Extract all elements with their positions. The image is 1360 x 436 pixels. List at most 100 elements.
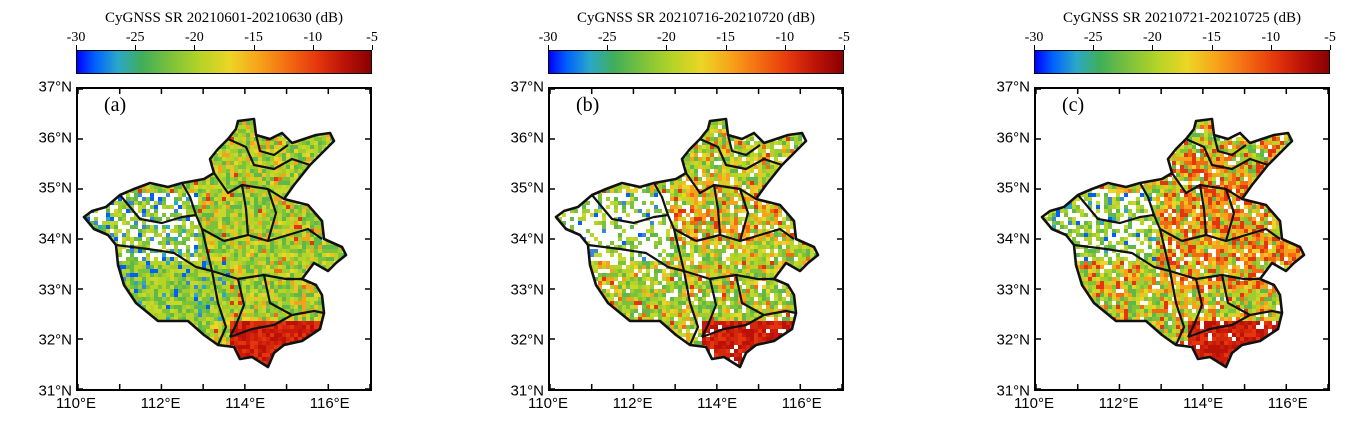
- panel-label: (c): [1062, 94, 1085, 116]
- frame-ticks: [78, 89, 370, 389]
- latitude-label: 33°N: [996, 281, 1030, 299]
- colorbar-tick-label: -10: [303, 30, 323, 45]
- prefecture-border: [262, 274, 293, 316]
- colorbar-tick-mark: [666, 45, 668, 50]
- prefecture-border: [1187, 278, 1204, 338]
- longitude-label: 112°E: [612, 395, 653, 412]
- map-panel-c: CyGNSS SR 20210721-20210725 (dB) (c) -30…: [958, 0, 1360, 436]
- prefecture-border: [1220, 274, 1251, 316]
- colorbar-tick-mark: [1093, 45, 1095, 50]
- prefecture-border: [1077, 194, 1155, 225]
- longitude-label: 112°E: [140, 395, 181, 412]
- longitude-label: 116°E: [781, 395, 822, 412]
- latitude-label: 37°N: [996, 78, 1030, 96]
- prefecture-border: [115, 243, 213, 273]
- map-frame: [1034, 87, 1330, 391]
- colorbar-tick-label: -15: [244, 30, 263, 45]
- longitude-label: 110°E: [56, 395, 96, 412]
- surface-reflectivity-raster: [86, 121, 346, 366]
- longitude-label: 114°E: [697, 395, 738, 412]
- prefecture-border: [726, 134, 761, 157]
- colorbar-tick-mark: [1330, 45, 1331, 50]
- longitude-label: 112°E: [1098, 395, 1139, 412]
- surface-reflectivity-raster: [558, 121, 818, 366]
- colorbar-tick-label: -30: [1024, 30, 1044, 45]
- province-outline: [82, 117, 348, 369]
- prefecture-border: [1185, 137, 1269, 171]
- colorbar-tick-label: -5: [1324, 30, 1336, 45]
- colorbar: [76, 50, 372, 74]
- longitude-label: 110°E: [528, 395, 568, 412]
- colorbar-tick-label: -20: [657, 30, 676, 45]
- map-panel-a: CyGNSS SR 20210601-20210630 (dB) (a) -30…: [0, 0, 440, 436]
- latitude-label: 37°N: [38, 78, 72, 96]
- henan-province-map: [78, 89, 370, 389]
- colorbar: [1034, 50, 1330, 74]
- prefecture-border: [229, 278, 246, 338]
- latitude-label: 34°N: [38, 230, 72, 248]
- prefecture-border: [1158, 228, 1186, 346]
- colorbar-tick-label: -5: [366, 30, 378, 45]
- colorbar-tick-label: -5: [838, 30, 850, 45]
- latitude-label: 35°N: [510, 179, 544, 197]
- prefecture-border: [591, 194, 669, 225]
- colorbar-tick-label: -25: [597, 30, 617, 45]
- prefecture-border: [695, 227, 795, 243]
- latitude-label: 31°N: [510, 382, 544, 400]
- henan-province-map: [1036, 89, 1328, 389]
- longitude-label: 114°E: [225, 395, 266, 412]
- prefecture-border: [1073, 243, 1171, 273]
- prefecture-border: [712, 184, 722, 236]
- surface-reflectivity-raster: [1044, 121, 1304, 366]
- latitude-label: 32°N: [38, 331, 72, 349]
- colorbar-tick-label: -10: [1261, 30, 1281, 45]
- colorbar-title: CyGNSS SR 20210721-20210725 (dB): [1063, 10, 1301, 26]
- prefecture-border: [266, 188, 278, 242]
- prefecture-border: [240, 184, 250, 236]
- latitude-label: 35°N: [38, 179, 72, 197]
- panel-label: (b): [576, 94, 600, 116]
- latitude-label: 35°N: [996, 179, 1030, 197]
- prefecture-border: [119, 194, 197, 225]
- colorbar-tick-mark: [1211, 45, 1213, 50]
- province-outline: [554, 117, 820, 369]
- colorbar-tick-label: -20: [1143, 30, 1162, 45]
- longitude-label: 114°E: [1183, 395, 1224, 412]
- prefecture-border: [229, 309, 325, 339]
- colorbar-tick-mark: [1034, 45, 1035, 50]
- latitude-label: 36°N: [996, 129, 1030, 147]
- prefecture-border: [1212, 134, 1247, 157]
- colorbar-tick-mark: [607, 45, 609, 50]
- frame-ticks: [1036, 89, 1328, 389]
- colorbar-tick-label: -15: [1202, 30, 1221, 45]
- colorbar-tick-label: -30: [66, 30, 86, 45]
- province-outline: [1040, 117, 1306, 369]
- latitude-label: 31°N: [996, 382, 1030, 400]
- colorbar-tick-label: -25: [125, 30, 145, 45]
- prefecture-border: [738, 188, 750, 242]
- prefecture-border: [200, 228, 228, 346]
- prefecture-border: [672, 228, 700, 346]
- latitude-label: 34°N: [996, 230, 1030, 248]
- colorbar-tick-mark: [1270, 45, 1272, 50]
- prefecture-border: [734, 274, 765, 316]
- colorbar-tick-label: -10: [775, 30, 795, 45]
- colorbar-tick-label: -25: [1083, 30, 1103, 45]
- latitude-label: 33°N: [510, 281, 544, 299]
- prefecture-border: [699, 137, 783, 171]
- prefecture-border: [254, 134, 289, 157]
- prefecture-border: [1187, 309, 1283, 339]
- map-frame: [548, 87, 844, 391]
- prefecture-border: [223, 227, 323, 243]
- frame-ticks: [550, 89, 842, 389]
- prefecture-border: [701, 278, 718, 338]
- colorbar-tick-mark: [1152, 45, 1154, 50]
- prefecture-border: [701, 309, 797, 339]
- colorbar-title: CyGNSS SR 20210601-20210630 (dB): [105, 10, 343, 26]
- prefecture-border: [227, 137, 311, 171]
- colorbar-tick-mark: [844, 45, 845, 50]
- colorbar-tick-label: -30: [538, 30, 558, 45]
- henan-province-map: [550, 89, 842, 389]
- longitude-label: 110°E: [1014, 395, 1054, 412]
- colorbar-tick-mark: [76, 45, 77, 50]
